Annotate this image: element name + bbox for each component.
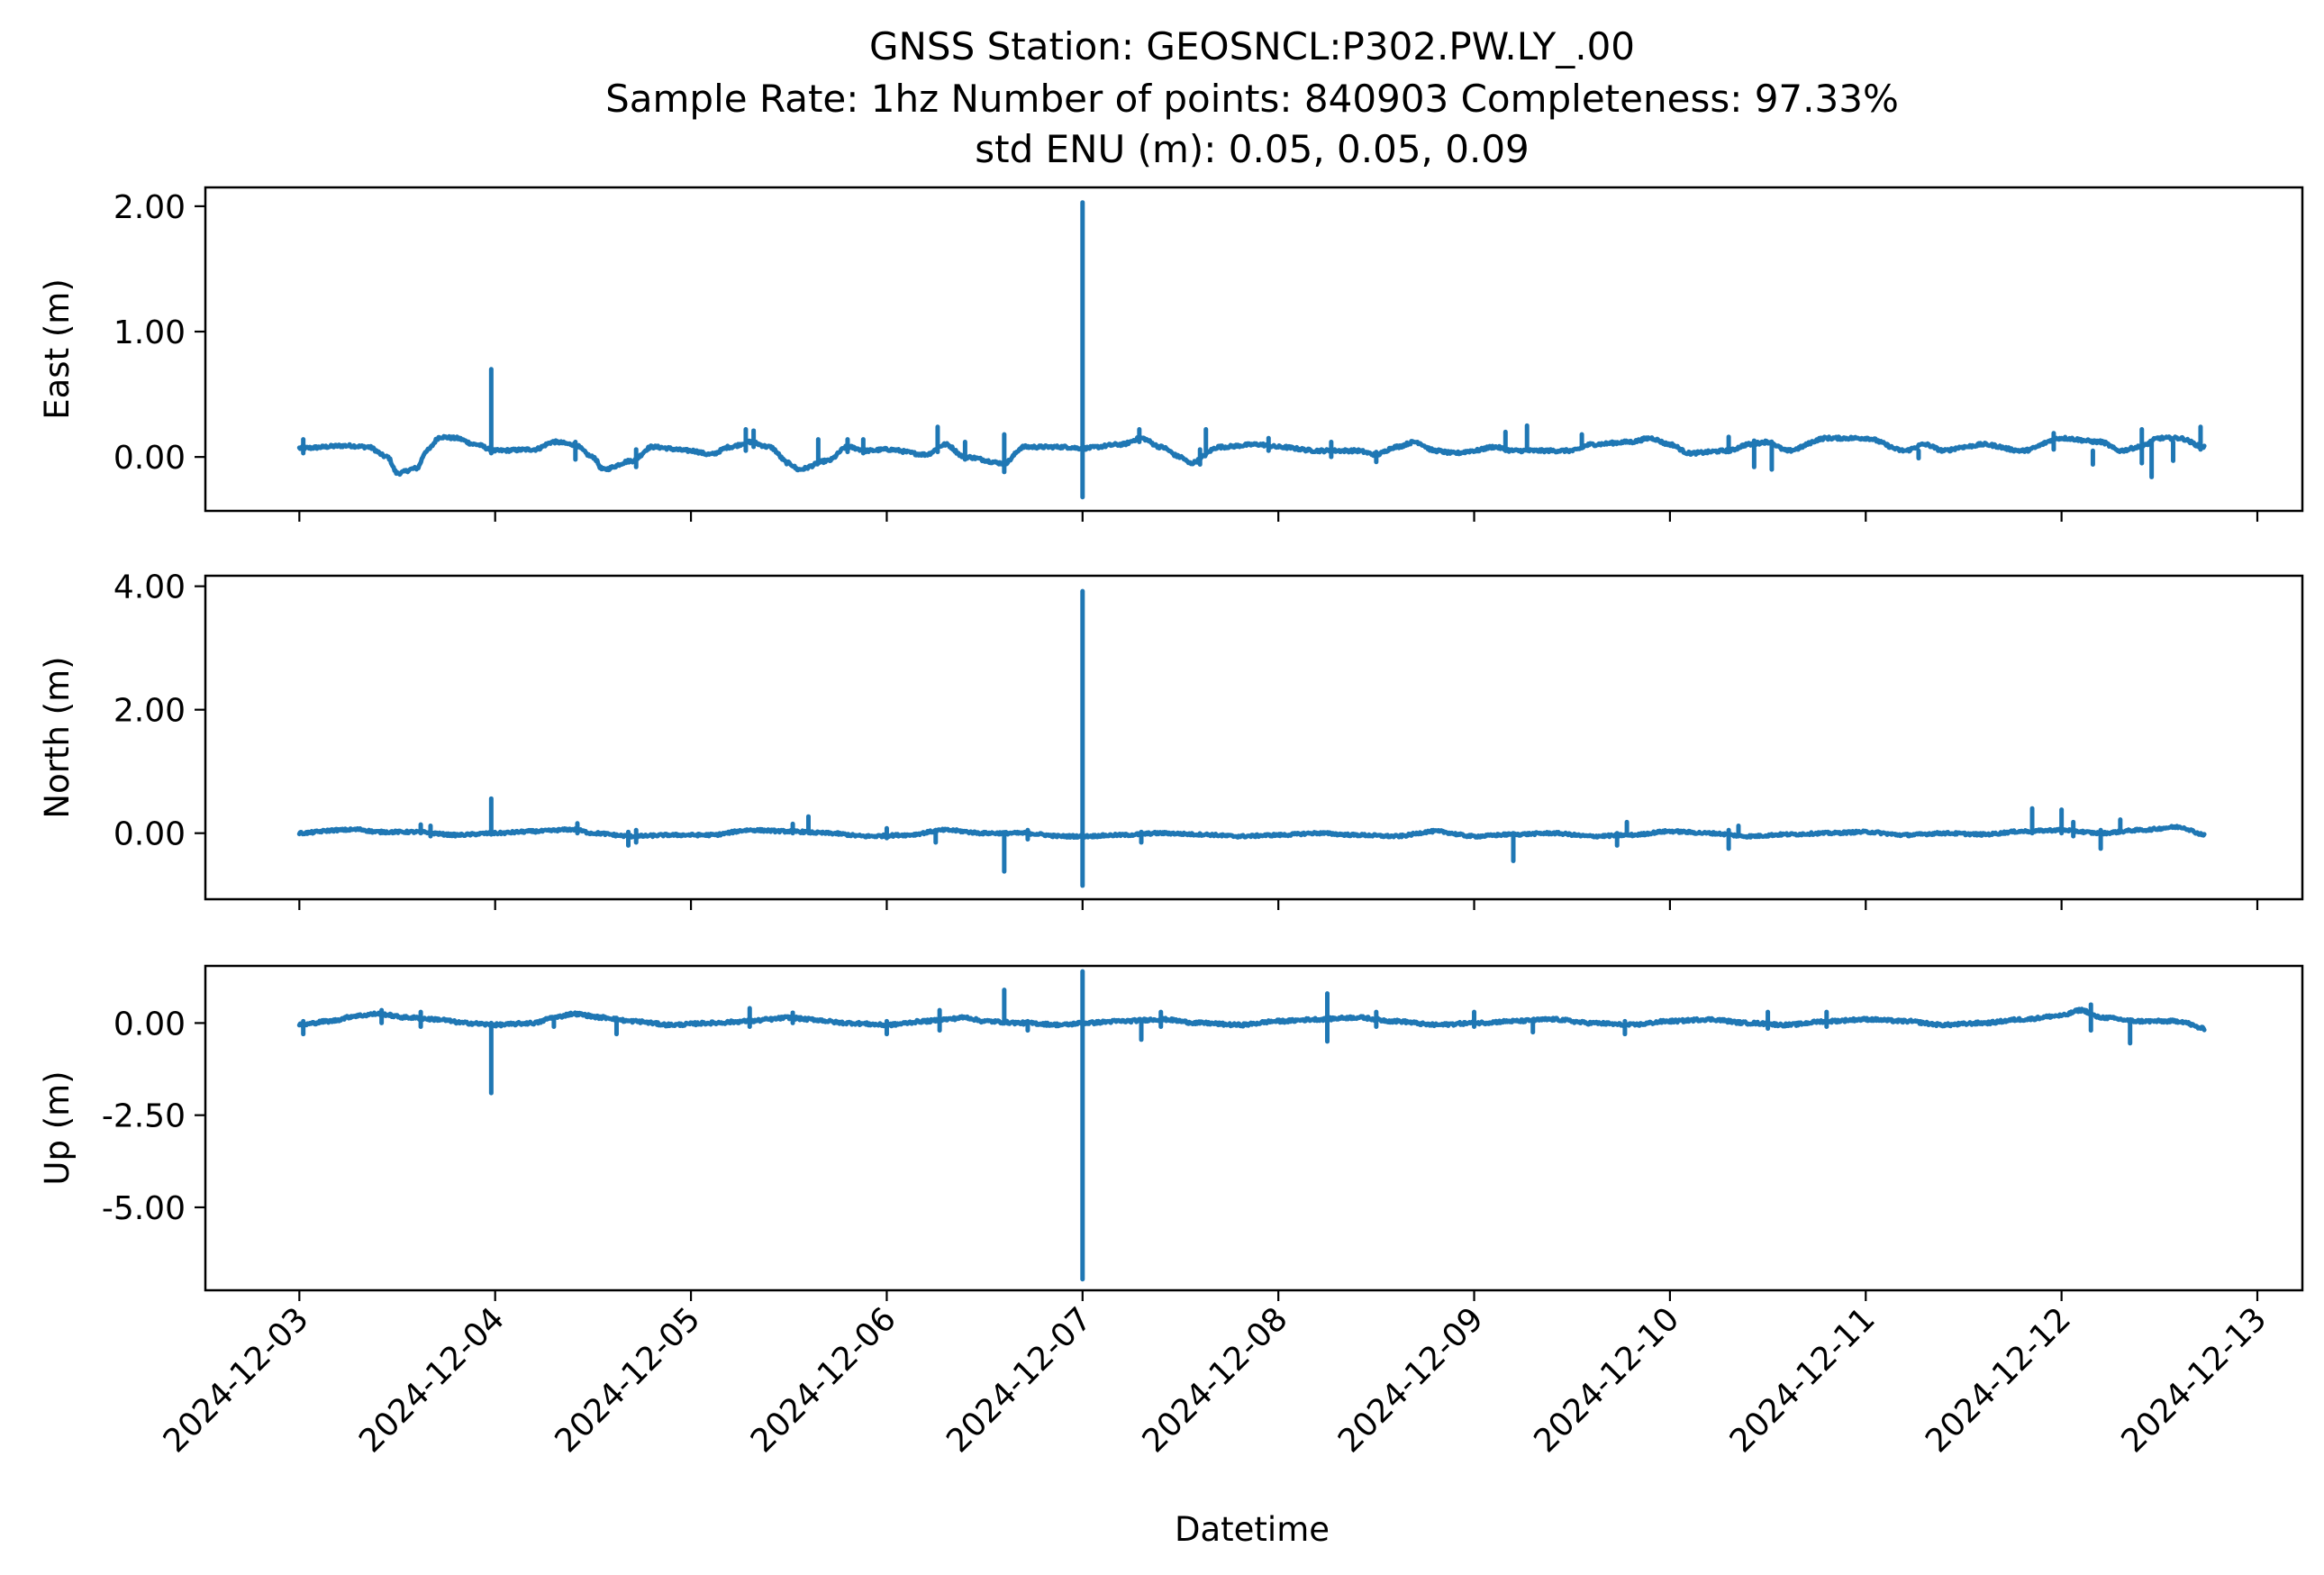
east-panel: 0.00 1.00 2.00 East (m) [38,186,2304,522]
east-y-tick-label: 0.00 [113,440,186,477]
north-series-line [296,824,2207,840]
north-series-area [296,588,2207,888]
up-y-axis-label: Up (m) [38,1070,77,1185]
up-axes-frame [204,964,2304,1292]
up-panel: -5.00 -2.50 0.00 Up (m) [38,964,2304,1301]
title-line-1: GNSS Station: GEOSNCL:P302.PW.LY_.00 [869,24,1635,68]
up-y-tick-label: -5.00 [102,1190,186,1227]
up-series-area [296,969,2207,1282]
title-line-3: std ENU (m): 0.05, 0.05, 0.09 [975,127,1530,171]
east-y-tick-label: 1.00 [113,314,186,351]
title-line-2: Sample Rate: 1hz Number of points: 84090… [605,77,1899,121]
up-y-tick-label: -2.50 [102,1098,186,1135]
chart-title: GNSS Station: GEOSNCL:P302.PW.LY_.00 Sam… [605,24,1899,171]
east-series-line [296,433,2207,478]
east-series-area [296,200,2207,500]
x-axis-label: Datetime [1175,1510,1330,1549]
north-panel: 0.00 2.00 4.00 North (m) [38,569,2304,910]
east-axes-frame [204,186,2304,513]
north-y-tick-label: 4.00 [113,569,186,606]
east-y-axis-label: East (m) [38,278,77,420]
north-y-tick-label: 0.00 [113,816,186,853]
north-axes-frame [204,574,2304,901]
east-y-tick-label: 2.00 [113,189,186,226]
north-y-axis-label: North (m) [38,656,77,818]
up-series-line [296,1006,2207,1033]
north-y-tick-label: 2.00 [113,693,186,730]
up-y-tick-label: 0.00 [113,1006,186,1042]
